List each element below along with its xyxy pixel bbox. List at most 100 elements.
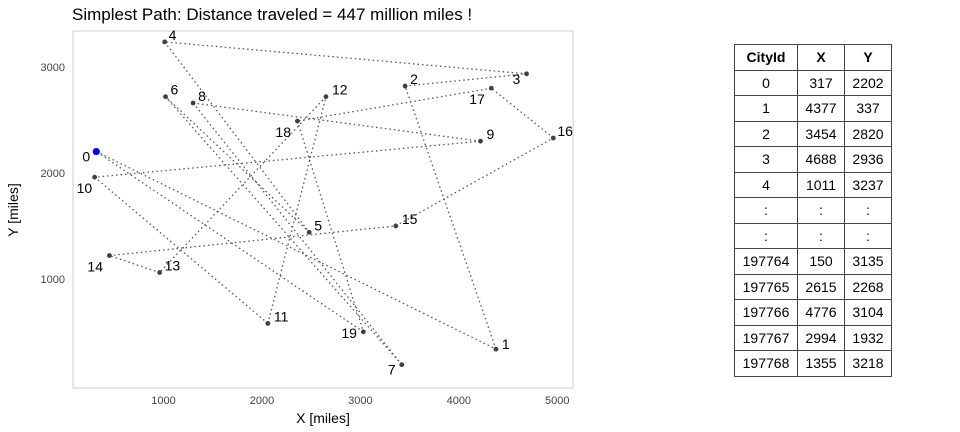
x-tick-label: 3000 [348, 395, 372, 407]
table-cell: : [797, 197, 845, 224]
table-row: 197766 4776 3104 [734, 299, 892, 326]
y-tick-label: 1000 [41, 274, 65, 286]
city-point-7 [399, 362, 405, 368]
city-label-9: 9 [486, 126, 494, 142]
path-segment-9-10 [94, 140, 481, 178]
column-header-x: X [797, 44, 845, 71]
table-cell: 3135 [844, 248, 892, 275]
table-cell: 4688 [797, 146, 845, 173]
city-label-19: 19 [341, 325, 357, 341]
table-cell: 2202 [844, 69, 892, 96]
city-label-11: 11 [274, 308, 289, 324]
table-cell: : [844, 197, 892, 224]
table-cell: 197766 [734, 299, 798, 326]
table-cell: 2936 [844, 146, 892, 173]
table-cell: 3454 [797, 120, 845, 147]
city-point-16 [550, 135, 556, 141]
city-point-6 [163, 94, 168, 100]
table-row: 4 1011 3237 [734, 171, 892, 198]
path-segment-5-6 [165, 96, 310, 233]
city-point-17 [488, 85, 494, 91]
table-body: 0 317 2202 1 4377 337 2 3454 2820 3 4688 2936 4 1011 3… [734, 69, 892, 377]
city-point-12 [323, 94, 329, 100]
path-segment-12-13 [159, 96, 327, 273]
table-cell: : [734, 222, 798, 249]
city-point-0 [92, 147, 100, 156]
table-cell: 2268 [844, 273, 892, 300]
path-segment-7-8 [192, 102, 403, 366]
path-segment-16-17 [490, 87, 554, 139]
path-segment-3-4 [164, 41, 527, 75]
table-row: 197767 2994 1932 [734, 324, 892, 351]
city-label-17: 17 [469, 91, 485, 107]
path-lines [94, 41, 554, 366]
table-cell: : [797, 222, 845, 249]
table-cell: 337 [844, 95, 892, 122]
table-cell: 3 [734, 146, 798, 173]
path-segment-15-16 [395, 137, 554, 227]
table-cell: 3104 [844, 299, 892, 326]
city-label-18: 18 [275, 124, 291, 140]
table-cell: 2994 [797, 324, 845, 351]
city-label-7: 7 [388, 362, 396, 378]
x-tick-label: 4000 [447, 395, 471, 407]
y-axis-label: Y [miles] [5, 183, 21, 236]
table-row: 197765 2615 2268 [734, 273, 892, 300]
table-cell: 0 [734, 69, 798, 96]
city-point-10 [92, 174, 98, 180]
city-point-8 [190, 100, 196, 106]
table-header-row: CityId X Y [734, 44, 892, 71]
table-cell: 197768 [734, 350, 798, 377]
city-label-16: 16 [557, 123, 573, 139]
city-label-8: 8 [198, 88, 206, 104]
city-label-3: 3 [513, 71, 521, 87]
path-segment-10-11 [94, 176, 269, 324]
table-cell: 1011 [797, 171, 845, 198]
city-label-13: 13 [165, 258, 181, 274]
table-cell: : [734, 197, 798, 224]
city-label-5: 5 [314, 217, 322, 233]
plot-frame [72, 30, 574, 389]
table-cell: 4377 [797, 95, 845, 122]
city-table: CityId X Y 0 317 2202 1 4377 337 2 3454 2820 3 468… [734, 44, 892, 377]
table-row: 3 4688 2936 [734, 146, 892, 173]
city-point-1 [493, 346, 499, 352]
table-cell: 1932 [844, 324, 892, 351]
city-point-18 [295, 118, 300, 124]
table-cell: 197764 [734, 248, 798, 275]
table-cell: 4776 [797, 299, 845, 326]
city-label-6: 6 [171, 82, 179, 98]
table-cell: 3237 [844, 171, 892, 198]
city-point-14 [107, 253, 112, 258]
column-header-cityid: CityId [734, 44, 798, 71]
path-chart: Simplest Path: Distance traveled = 447 m… [5, 5, 574, 426]
city-point-15 [393, 223, 399, 229]
table-cell: 3218 [844, 350, 892, 377]
city-label-4: 4 [169, 27, 177, 43]
table-row: 2 3454 2820 [734, 120, 892, 147]
path-segment-1-2 [404, 85, 497, 350]
path-segment-8-9 [192, 102, 481, 142]
path-segment-0-1 [96, 150, 497, 350]
table-cell: 1355 [797, 350, 845, 377]
path-segment-14-15 [109, 225, 396, 257]
table-cell: 150 [797, 248, 845, 275]
city-points [92, 39, 556, 368]
table-cell: 4 [734, 171, 798, 198]
chart-title: Simplest Path: Distance traveled = 447 m… [72, 5, 472, 24]
table-cell: 2 [734, 120, 798, 147]
city-point-2 [402, 83, 408, 89]
city-label-12: 12 [332, 82, 348, 98]
x-tick-label: 5000 [545, 395, 569, 407]
city-point-3 [524, 71, 529, 77]
table-cell: 317 [797, 69, 845, 96]
city-label-14: 14 [87, 259, 103, 275]
table-row: 197764 150 3135 [734, 248, 892, 275]
city-point-13 [157, 270, 163, 275]
path-segment-17-18 [297, 87, 492, 122]
path-segment-18-19 [296, 120, 364, 333]
x-tick-label: 1000 [151, 395, 175, 407]
city-label-2: 2 [410, 71, 418, 87]
y-tick-label: 3000 [41, 62, 65, 74]
